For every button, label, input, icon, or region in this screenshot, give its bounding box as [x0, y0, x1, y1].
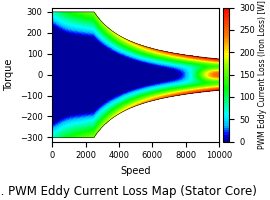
- X-axis label: Speed: Speed: [120, 166, 151, 176]
- Y-axis label: Torque: Torque: [4, 58, 14, 91]
- Text: Fig. 6. PWM Eddy Current Loss Map (Stator Core): Fig. 6. PWM Eddy Current Loss Map (Stato…: [0, 185, 257, 198]
- Y-axis label: PWM Eddy Current Loss (Iron Loss) [W]: PWM Eddy Current Loss (Iron Loss) [W]: [258, 0, 267, 149]
